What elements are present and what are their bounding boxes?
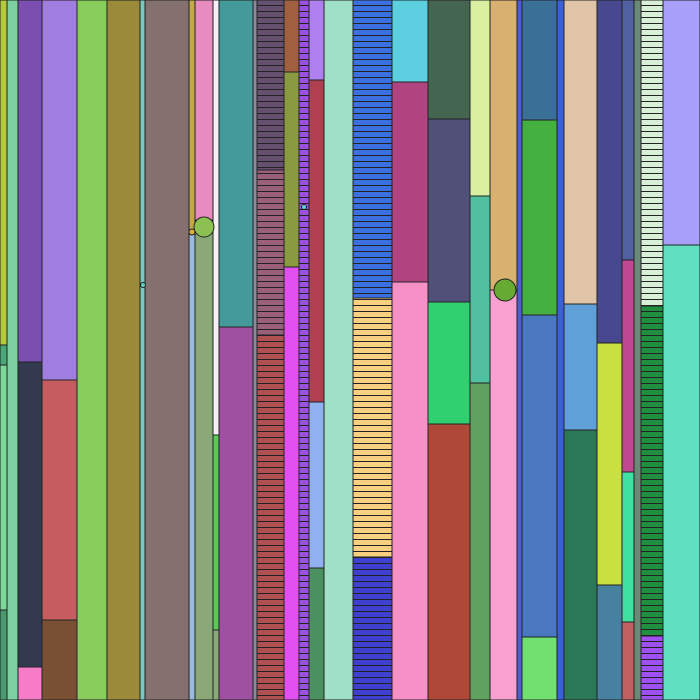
stripes (256, 0, 285, 700)
block (41, 379, 78, 621)
block (194, 0, 214, 221)
block (391, 0, 429, 83)
block (0, 364, 8, 611)
block (469, 382, 491, 700)
block (563, 303, 598, 431)
block (469, 195, 491, 384)
block (212, 629, 220, 700)
block (106, 0, 141, 700)
stripes (640, 0, 664, 700)
block (0, 609, 8, 700)
block (469, 0, 491, 197)
block (621, 621, 635, 700)
block (662, 244, 700, 700)
block (0, 0, 8, 346)
block (489, 289, 518, 700)
block (596, 584, 623, 700)
block (194, 219, 214, 700)
block (596, 342, 623, 586)
block (76, 0, 108, 700)
block (188, 229, 196, 700)
dot (193, 216, 215, 238)
block (218, 326, 254, 700)
block (308, 567, 325, 700)
block (563, 0, 598, 305)
block (212, 434, 220, 631)
block (521, 0, 558, 121)
block (188, 0, 196, 231)
stripes (352, 0, 393, 700)
block (283, 71, 300, 268)
block (633, 0, 642, 700)
block (427, 423, 471, 700)
block (308, 79, 325, 403)
dot (493, 278, 517, 302)
block (521, 314, 558, 638)
block (427, 118, 471, 303)
block (17, 0, 43, 363)
dot (140, 282, 146, 288)
block (283, 266, 300, 700)
block (563, 429, 598, 700)
block (391, 81, 429, 283)
block (662, 0, 700, 246)
block (0, 344, 8, 366)
block (139, 0, 146, 700)
block (621, 471, 635, 623)
block (283, 0, 300, 73)
block (521, 119, 558, 316)
block (521, 636, 558, 700)
block (621, 0, 635, 261)
block (427, 0, 471, 120)
dots (140, 204, 517, 302)
block (252, 0, 258, 700)
block (556, 0, 565, 700)
block (144, 0, 190, 700)
block (218, 0, 254, 328)
block (212, 0, 220, 436)
block (41, 0, 78, 381)
block (516, 0, 523, 700)
block (17, 666, 43, 700)
block (17, 361, 43, 668)
block (308, 401, 325, 569)
block (308, 0, 325, 81)
dot (301, 204, 307, 210)
stripes (298, 0, 310, 700)
block (323, 0, 354, 700)
block (427, 301, 471, 425)
dot (188, 228, 196, 236)
block (489, 0, 518, 291)
block (621, 259, 635, 473)
block (41, 619, 78, 700)
block (391, 281, 429, 700)
block (6, 0, 19, 700)
block (596, 0, 623, 344)
